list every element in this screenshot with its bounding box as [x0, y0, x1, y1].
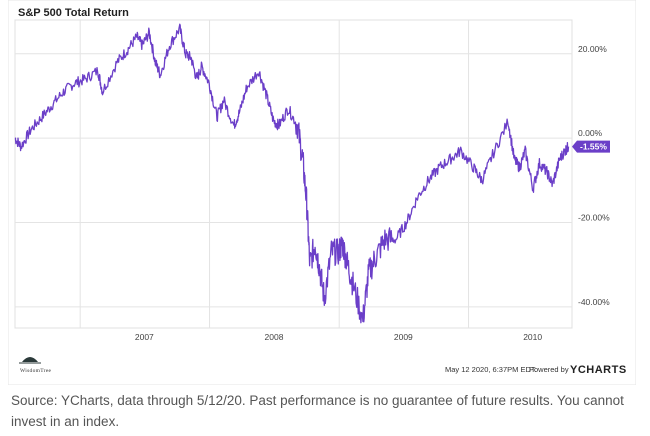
x-tick-label: 2009: [394, 332, 413, 342]
series-layer: [14, 23, 570, 324]
footer-powered-by: Powered by: [529, 365, 569, 374]
x-tick-label: 2010: [523, 332, 542, 342]
grid-lines: [15, 20, 572, 328]
end-label-text: -1.55%: [580, 142, 607, 152]
x-axis-ticks: 2007 2008 2009 2010: [135, 332, 543, 342]
x-tick-label: 2008: [265, 332, 284, 342]
series-line: [14, 23, 570, 324]
y-tick-label: -20.00%: [578, 213, 610, 223]
plot-border: [14, 19, 573, 329]
wisdomtree-logo: WisdomTree: [19, 357, 52, 374]
footer-timestamp: May 12 2020, 6:37PM EDT.: [445, 365, 537, 374]
ycharts-brand[interactable]: YCHARTS: [570, 364, 627, 376]
y-axis-ticks: 20.00% 0.00% -20.00% -40.00%: [578, 44, 610, 307]
y-tick-label: 0.00%: [578, 128, 603, 138]
chart-title: S&P 500 Total Return: [18, 7, 129, 19]
y-tick-label: 20.00%: [578, 44, 607, 54]
chart-caption: Source: YCharts, data through 5/12/20. P…: [11, 393, 624, 429]
chart: S&P 500 Total Return 20.00% 0.00% -20.00% -…: [8, 0, 636, 385]
end-label-tag: [572, 140, 610, 153]
tree-logo-icon: [22, 357, 38, 362]
end-value-label: -1.55%: [572, 140, 610, 153]
x-tick-label: 2007: [135, 332, 154, 342]
plot-area: 20.00%0.00%-20.00%-40.00% 2007 2008 2009 20…: [14, 19, 610, 342]
y-tick-label: -40.00%: [578, 297, 610, 307]
logo-text: WisdomTree: [20, 368, 52, 374]
chart-frame: S&P 500 Total Return 20.00% 0.00% -20.00% -…: [8, 0, 636, 385]
